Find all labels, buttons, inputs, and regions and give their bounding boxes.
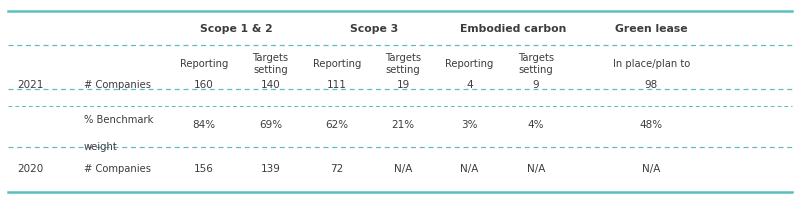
Text: Targets
setting: Targets setting <box>385 53 422 75</box>
Text: 140: 140 <box>261 80 280 90</box>
Text: N/A: N/A <box>394 164 412 174</box>
Text: 9: 9 <box>533 80 539 90</box>
Text: Targets
setting: Targets setting <box>252 53 289 75</box>
Text: Reporting: Reporting <box>313 59 361 69</box>
Text: Embodied carbon: Embodied carbon <box>460 24 566 34</box>
Text: 4: 4 <box>466 80 473 90</box>
Text: Green lease: Green lease <box>615 24 687 34</box>
Text: In place/plan to: In place/plan to <box>613 59 690 69</box>
Text: 160: 160 <box>194 80 214 90</box>
Text: 19: 19 <box>397 80 410 90</box>
Text: 98: 98 <box>645 80 658 90</box>
Text: Targets
setting: Targets setting <box>518 53 554 75</box>
Text: 156: 156 <box>194 164 214 174</box>
Text: 62%: 62% <box>326 120 348 130</box>
Text: 111: 111 <box>327 80 346 90</box>
Text: 72: 72 <box>330 164 343 174</box>
Text: % Benchmark: % Benchmark <box>84 115 154 125</box>
Text: 21%: 21% <box>392 120 414 130</box>
Text: 69%: 69% <box>259 120 282 130</box>
Text: weight: weight <box>84 142 118 152</box>
Text: N/A: N/A <box>461 164 478 174</box>
Text: N/A: N/A <box>642 164 660 174</box>
Text: Reporting: Reporting <box>180 59 228 69</box>
Text: 3%: 3% <box>462 120 478 130</box>
Text: 139: 139 <box>261 164 280 174</box>
Text: N/A: N/A <box>527 164 545 174</box>
Text: # Companies: # Companies <box>84 80 151 90</box>
Text: 48%: 48% <box>640 120 662 130</box>
Text: # Companies: # Companies <box>84 164 151 174</box>
Text: 2021: 2021 <box>18 80 44 90</box>
Text: Scope 3: Scope 3 <box>350 24 398 34</box>
Text: 2020: 2020 <box>18 164 44 174</box>
Text: Scope 1 & 2: Scope 1 & 2 <box>200 24 272 34</box>
Text: 84%: 84% <box>193 120 215 130</box>
Text: 4%: 4% <box>528 120 544 130</box>
Text: Reporting: Reporting <box>446 59 494 69</box>
